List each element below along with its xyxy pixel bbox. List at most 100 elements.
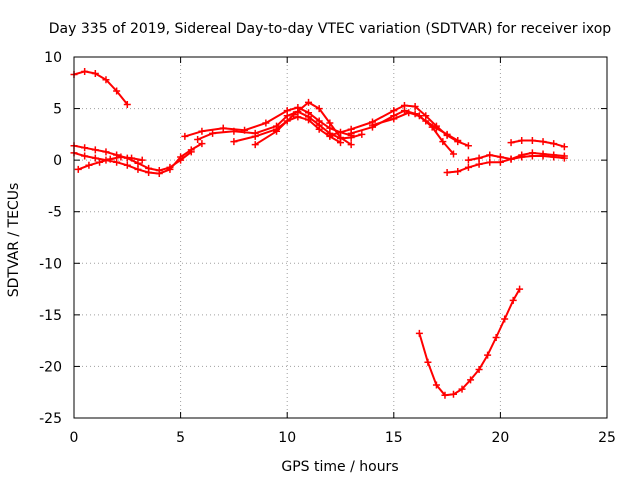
data-point — [273, 127, 281, 135]
data-point — [539, 150, 547, 158]
x-tick-label: 5 — [176, 430, 185, 446]
data-point — [145, 169, 153, 177]
data-point — [358, 130, 366, 138]
data-point — [198, 127, 206, 135]
series-line-arc-early-high — [73, 70, 129, 106]
series-line-arc-mid-d — [254, 101, 352, 146]
data-point — [458, 385, 466, 393]
y-tick-label: -20 — [39, 359, 62, 375]
y-tick-label: 5 — [53, 102, 62, 118]
data-point — [74, 165, 82, 173]
data-point — [123, 161, 131, 169]
data-point — [85, 161, 93, 169]
data-point — [464, 142, 472, 150]
data-point — [492, 334, 500, 342]
data-point — [496, 153, 504, 161]
data-point — [486, 151, 494, 159]
y-tick-label: -15 — [39, 308, 62, 324]
data-point — [518, 137, 526, 145]
data-point — [518, 151, 526, 159]
data-point — [347, 129, 355, 137]
data-point — [368, 121, 376, 129]
data-point — [91, 154, 99, 162]
data-point — [443, 169, 451, 177]
data-point — [400, 107, 408, 115]
data-point — [475, 160, 483, 168]
data-point — [441, 391, 449, 399]
data-point — [411, 103, 419, 111]
data-point — [134, 165, 142, 173]
data-point — [155, 170, 163, 178]
y-tick-label: -25 — [39, 411, 62, 427]
data-point — [106, 155, 114, 163]
data-point — [560, 143, 568, 151]
data-point — [347, 141, 355, 149]
data-point — [507, 155, 515, 163]
data-point — [230, 127, 238, 135]
data-point — [560, 152, 568, 160]
data-point — [96, 158, 104, 166]
data-point — [81, 67, 89, 75]
data-point — [475, 366, 483, 374]
data-point — [91, 70, 99, 78]
y-tick-label: -10 — [39, 256, 62, 272]
data-point — [484, 351, 492, 359]
data-point — [251, 141, 259, 149]
data-point — [528, 137, 536, 145]
y-axis-label: SDTVAR / TECUs — [6, 183, 22, 298]
axes: 0 5 10 15 20 25 -25 -20 -15 -10 -5 0 5 10 — [39, 50, 616, 446]
data-point — [475, 154, 483, 162]
x-tick-label: 10 — [278, 430, 296, 446]
data-point — [405, 109, 413, 117]
data-point — [449, 390, 457, 398]
data-point — [439, 138, 447, 146]
data-point — [454, 167, 462, 175]
data-point — [390, 115, 398, 123]
x-tick-label: 25 — [598, 430, 616, 446]
y-tick-label: 10 — [44, 50, 62, 66]
data-point — [209, 129, 217, 137]
x-tick-label: 0 — [70, 430, 79, 446]
data-point — [424, 358, 432, 366]
data-point — [113, 158, 121, 166]
data-point — [230, 138, 238, 146]
data-point — [102, 76, 110, 84]
data-point — [443, 130, 451, 138]
data-point — [81, 152, 89, 160]
y-tick-label: -5 — [48, 205, 62, 221]
x-tick-label: 15 — [385, 430, 403, 446]
data-point — [315, 125, 323, 133]
data-point — [113, 87, 121, 95]
data-point — [507, 139, 515, 147]
data-point — [128, 154, 136, 162]
series-line-arc-late-c — [372, 111, 455, 155]
data-point — [449, 150, 457, 158]
data-point — [550, 151, 558, 159]
grid — [74, 57, 607, 418]
data-point — [181, 132, 189, 140]
data-point — [315, 105, 323, 113]
data-point — [294, 113, 302, 121]
data-point — [198, 140, 206, 148]
data-point — [326, 119, 334, 127]
data-point — [454, 137, 462, 145]
data-point — [550, 140, 558, 148]
data-point — [528, 149, 536, 157]
data-point — [305, 116, 313, 124]
data-point — [467, 376, 475, 384]
data-point — [326, 131, 334, 139]
data-point — [337, 133, 344, 141]
data-point — [166, 165, 174, 173]
plot-frame — [73, 56, 608, 419]
data-point — [432, 381, 440, 389]
data-point — [501, 315, 509, 323]
data-point — [464, 163, 472, 171]
data-point — [486, 158, 494, 166]
data-point — [219, 124, 227, 132]
x-tick-label: 20 — [491, 430, 509, 446]
data-point — [415, 112, 423, 120]
data-point — [117, 153, 125, 161]
series-line-arc-end-b — [468, 151, 565, 162]
data-point — [509, 296, 517, 304]
